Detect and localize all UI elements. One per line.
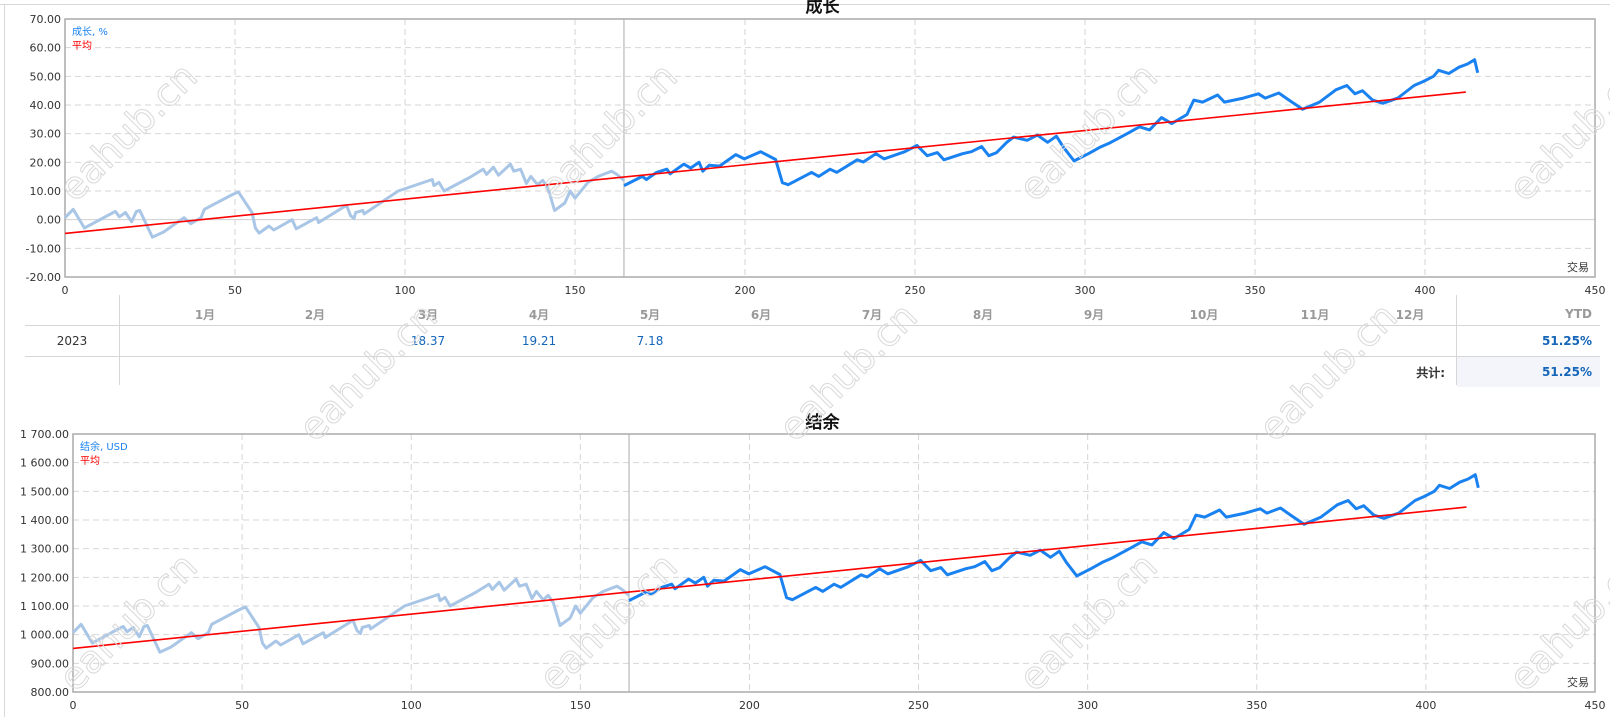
- month-header: 11月: [1300, 307, 1330, 322]
- table-header-row: YTD 1月 2月 3月 4月 5月 6月 7月 8月 9月 10月 11月 12月: [25, 295, 1600, 385]
- month-value: [285, 326, 345, 356]
- month-value: 7.18: [636, 334, 664, 348]
- ytd-header: YTD: [1565, 307, 1592, 321]
- y-tick-label: -20.00: [26, 271, 61, 284]
- legend-average-label: 平均: [80, 455, 100, 467]
- month-header: 3月: [417, 307, 439, 322]
- month-header: 12月: [1395, 307, 1425, 322]
- month-value: 19.21: [521, 334, 557, 348]
- row-header-divider: [119, 295, 120, 385]
- ytd-value: 51.25%: [1542, 334, 1592, 348]
- x-axis-label: 交易: [1567, 675, 1589, 689]
- year-label: 2023: [56, 334, 88, 348]
- y-tick-label: 50.00: [30, 70, 62, 83]
- average-line: [72, 506, 1467, 650]
- month-value: [953, 326, 1013, 356]
- month-value: 18.37: [410, 334, 446, 348]
- plot-area-border: [72, 433, 1596, 693]
- month-header: 8月: [972, 307, 994, 322]
- legend-series-label: 结余, USD: [80, 440, 128, 453]
- y-tick-label: 0.00: [37, 214, 62, 227]
- y-tick-label: 1 000.00: [20, 629, 69, 642]
- x-tick-label: 350: [1245, 284, 1266, 297]
- month-value: [1285, 326, 1345, 356]
- month-header: 1月: [194, 307, 216, 322]
- y-tick-label: 1 600.00: [20, 457, 69, 470]
- history-series-line: [63, 162, 625, 239]
- month-header: 2月: [304, 307, 326, 322]
- month-header: 9月: [1083, 307, 1105, 322]
- table-row: 2023 51.25% 18.37 19.21 7.18: [25, 326, 1600, 357]
- month-value: [175, 326, 235, 356]
- legend-average-label: 平均: [72, 40, 92, 52]
- y-tick-label: 10.00: [30, 185, 62, 198]
- plot-area-border: [64, 18, 1596, 278]
- growth-chart: -20.00 -10.00 0.00 10.00 20.00 30.00 40.00 50.0…: [26, 13, 1606, 297]
- y-tick-label: 1 400.00: [20, 514, 69, 527]
- y-tick-label: 1 300.00: [20, 543, 69, 556]
- x-tick-label: 250: [908, 699, 929, 712]
- x-tick-label: 250: [905, 284, 926, 297]
- x-tick-label: 400: [1415, 699, 1436, 712]
- month-value: [842, 326, 902, 356]
- ytd-divider: [1456, 295, 1457, 385]
- x-tick-label: 300: [1075, 284, 1096, 297]
- x-tick-label: 350: [1246, 699, 1267, 712]
- y-tick-label: 1 100.00: [20, 600, 69, 613]
- month-value: [1064, 326, 1124, 356]
- x-tick-label: 200: [735, 284, 756, 297]
- month-header: 7月: [861, 307, 883, 322]
- growth-chart-title: 成长: [805, 0, 840, 17]
- series-line: [623, 58, 1480, 187]
- x-tick-label: 0: [62, 284, 69, 297]
- y-tick-label: -10.00: [26, 242, 61, 255]
- average-line: [64, 91, 1466, 235]
- x-tick-label: 50: [228, 284, 242, 297]
- legend-series-label: 成长, %: [72, 26, 108, 38]
- history-series-line: [71, 577, 630, 654]
- x-tick-label: 150: [570, 699, 591, 712]
- x-axis-label: 交易: [1567, 260, 1589, 274]
- series-line: [628, 473, 1480, 602]
- frame-top-border: [0, 4, 1610, 5]
- x-tick-label: 150: [565, 284, 586, 297]
- y-tick-label: 20.00: [30, 156, 62, 169]
- y-tick-label: 30.00: [30, 128, 62, 141]
- x-tick-label: 200: [739, 699, 760, 712]
- month-header: 5月: [639, 307, 661, 322]
- month-header: 4月: [528, 307, 550, 322]
- y-tick-label: 40.00: [30, 99, 62, 112]
- x-tick-label: 300: [1077, 699, 1098, 712]
- x-tick-label: 100: [401, 699, 422, 712]
- x-tick-label: 450: [1585, 284, 1606, 297]
- balance-chart-title: 结余: [805, 413, 840, 433]
- total-value: 51.25%: [1457, 357, 1600, 387]
- y-tick-label: 800.00: [31, 686, 70, 699]
- month-header: 6月: [750, 307, 772, 322]
- frame-left-border: [4, 4, 5, 717]
- y-tick-label: 60.00: [30, 42, 62, 55]
- y-tick-label: 1 700.00: [20, 428, 69, 441]
- x-tick-label: 450: [1585, 699, 1606, 712]
- month-value: [1380, 326, 1440, 356]
- month-value: [1174, 326, 1234, 356]
- y-tick-label: 900.00: [31, 657, 70, 670]
- y-tick-label: 1 200.00: [20, 571, 69, 584]
- x-tick-label: 50: [235, 699, 249, 712]
- y-tick-label: 1 500.00: [20, 485, 69, 498]
- month-value: [731, 326, 791, 356]
- total-label: 共计:: [1416, 365, 1445, 380]
- table-total-row: 共计: 51.25%: [25, 357, 1600, 387]
- month-header: 10月: [1189, 307, 1219, 322]
- x-tick-label: 400: [1415, 284, 1436, 297]
- y-tick-label: 70.00: [30, 13, 62, 26]
- x-tick-label: 100: [395, 284, 416, 297]
- x-tick-label: 0: [70, 699, 77, 712]
